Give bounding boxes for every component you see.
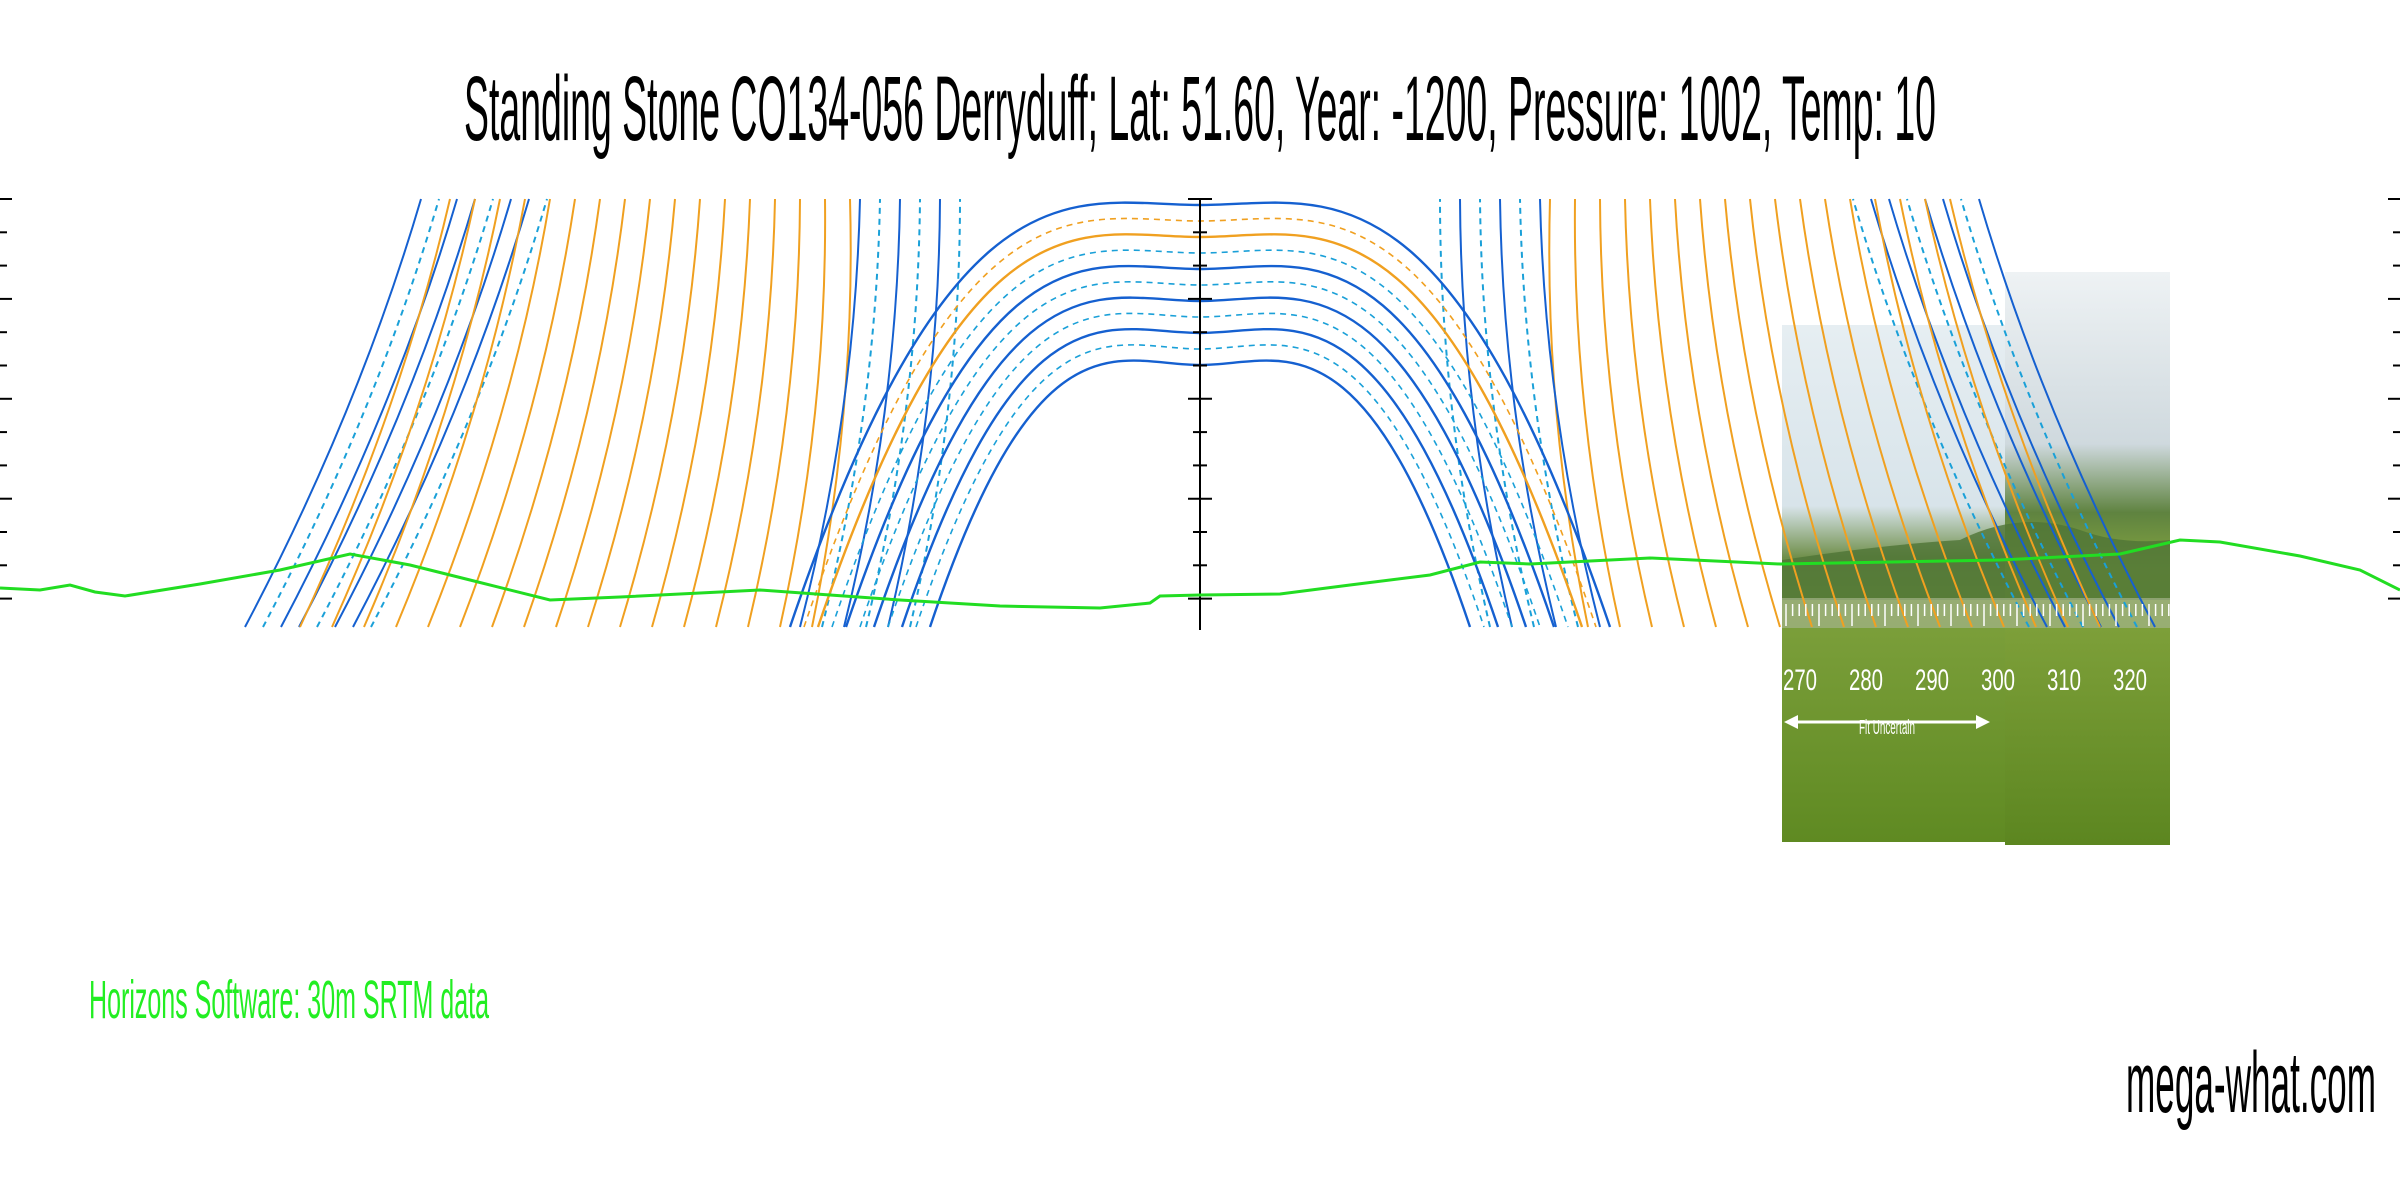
path-arc [1499,198,1557,628]
path-arc [280,198,458,628]
path-arc [619,198,701,628]
path-arc [1479,198,1535,628]
scale-label: 290 [1915,664,1949,697]
path-arc [1870,198,2048,628]
path-arc [651,198,726,628]
path-arc [316,198,494,628]
path-arc [1960,198,2138,628]
path-arc [427,198,551,628]
scale-label: 310 [2047,664,2081,697]
hump-arc [859,281,1541,628]
path-arc [587,198,676,628]
path-arc [1599,198,1653,628]
path-arc [1749,198,1845,628]
scale-label: 280 [1849,664,1883,697]
path-arc [1624,198,1685,628]
path-arc [747,198,801,628]
path-arc [1906,198,2084,628]
path-arc [887,198,941,628]
path-arc [1774,198,1877,628]
path-arc [352,198,530,628]
path-arc [370,198,548,628]
path-arc [865,198,921,628]
path-arc [298,198,476,628]
path-arc [299,198,451,628]
path-arc [1949,198,2101,628]
path-arc [244,198,422,628]
path-arc [1978,198,2156,628]
site-name: mega-what.com [2126,1035,2376,1131]
path-arc [1852,198,2030,628]
path-arc [779,198,827,628]
path-arc [1674,198,1749,628]
scale-label: 300 [1981,664,2015,697]
path-arc [363,198,501,628]
path-arc [1849,198,1973,628]
path-arc [1519,198,1579,628]
path-arc [1724,198,1813,628]
horizon-line [0,538,2400,610]
path-arc [459,198,576,628]
axis-ticks [0,198,2400,600]
path-arc [843,198,901,628]
path-arc [1888,198,2066,628]
path-arc [1824,198,1941,628]
path-arc [523,198,626,628]
hump-arc [887,312,1513,628]
path-arc [683,198,751,628]
path-arc [1924,198,2069,628]
photo-scale-band [1782,598,2170,628]
path-arc [1459,198,1513,628]
source-note: Horizons Software: 30m SRTM data [89,970,489,1030]
path-arc [715,198,776,628]
title: Standing Stone CO134-056 Derryduff; Lat:… [464,58,1936,160]
fit-note: Fit Uncertain [1859,717,1915,739]
path-arc [821,198,881,628]
path-arc [1799,198,1909,628]
path-arc [334,198,512,628]
path-arc [799,198,861,628]
path-arc [491,198,601,628]
path-arc [1942,198,2120,628]
path-arc [262,198,440,628]
path-arc [555,198,651,628]
scale-label: 320 [2113,664,2147,697]
path-arc [1924,198,2102,628]
path-arc [1874,198,2005,628]
path-arc [1899,198,2037,628]
hump-arc [915,344,1485,628]
scale-label: 270 [1783,664,1817,697]
path-arc [1539,198,1601,628]
path-arc [1699,198,1781,628]
path-arc [811,198,852,628]
path-arc [1573,198,1621,628]
path-arc [1649,198,1717,628]
photo-scale: 270 280 290 300 310 320 [1783,604,2177,697]
path-arc [331,198,476,628]
